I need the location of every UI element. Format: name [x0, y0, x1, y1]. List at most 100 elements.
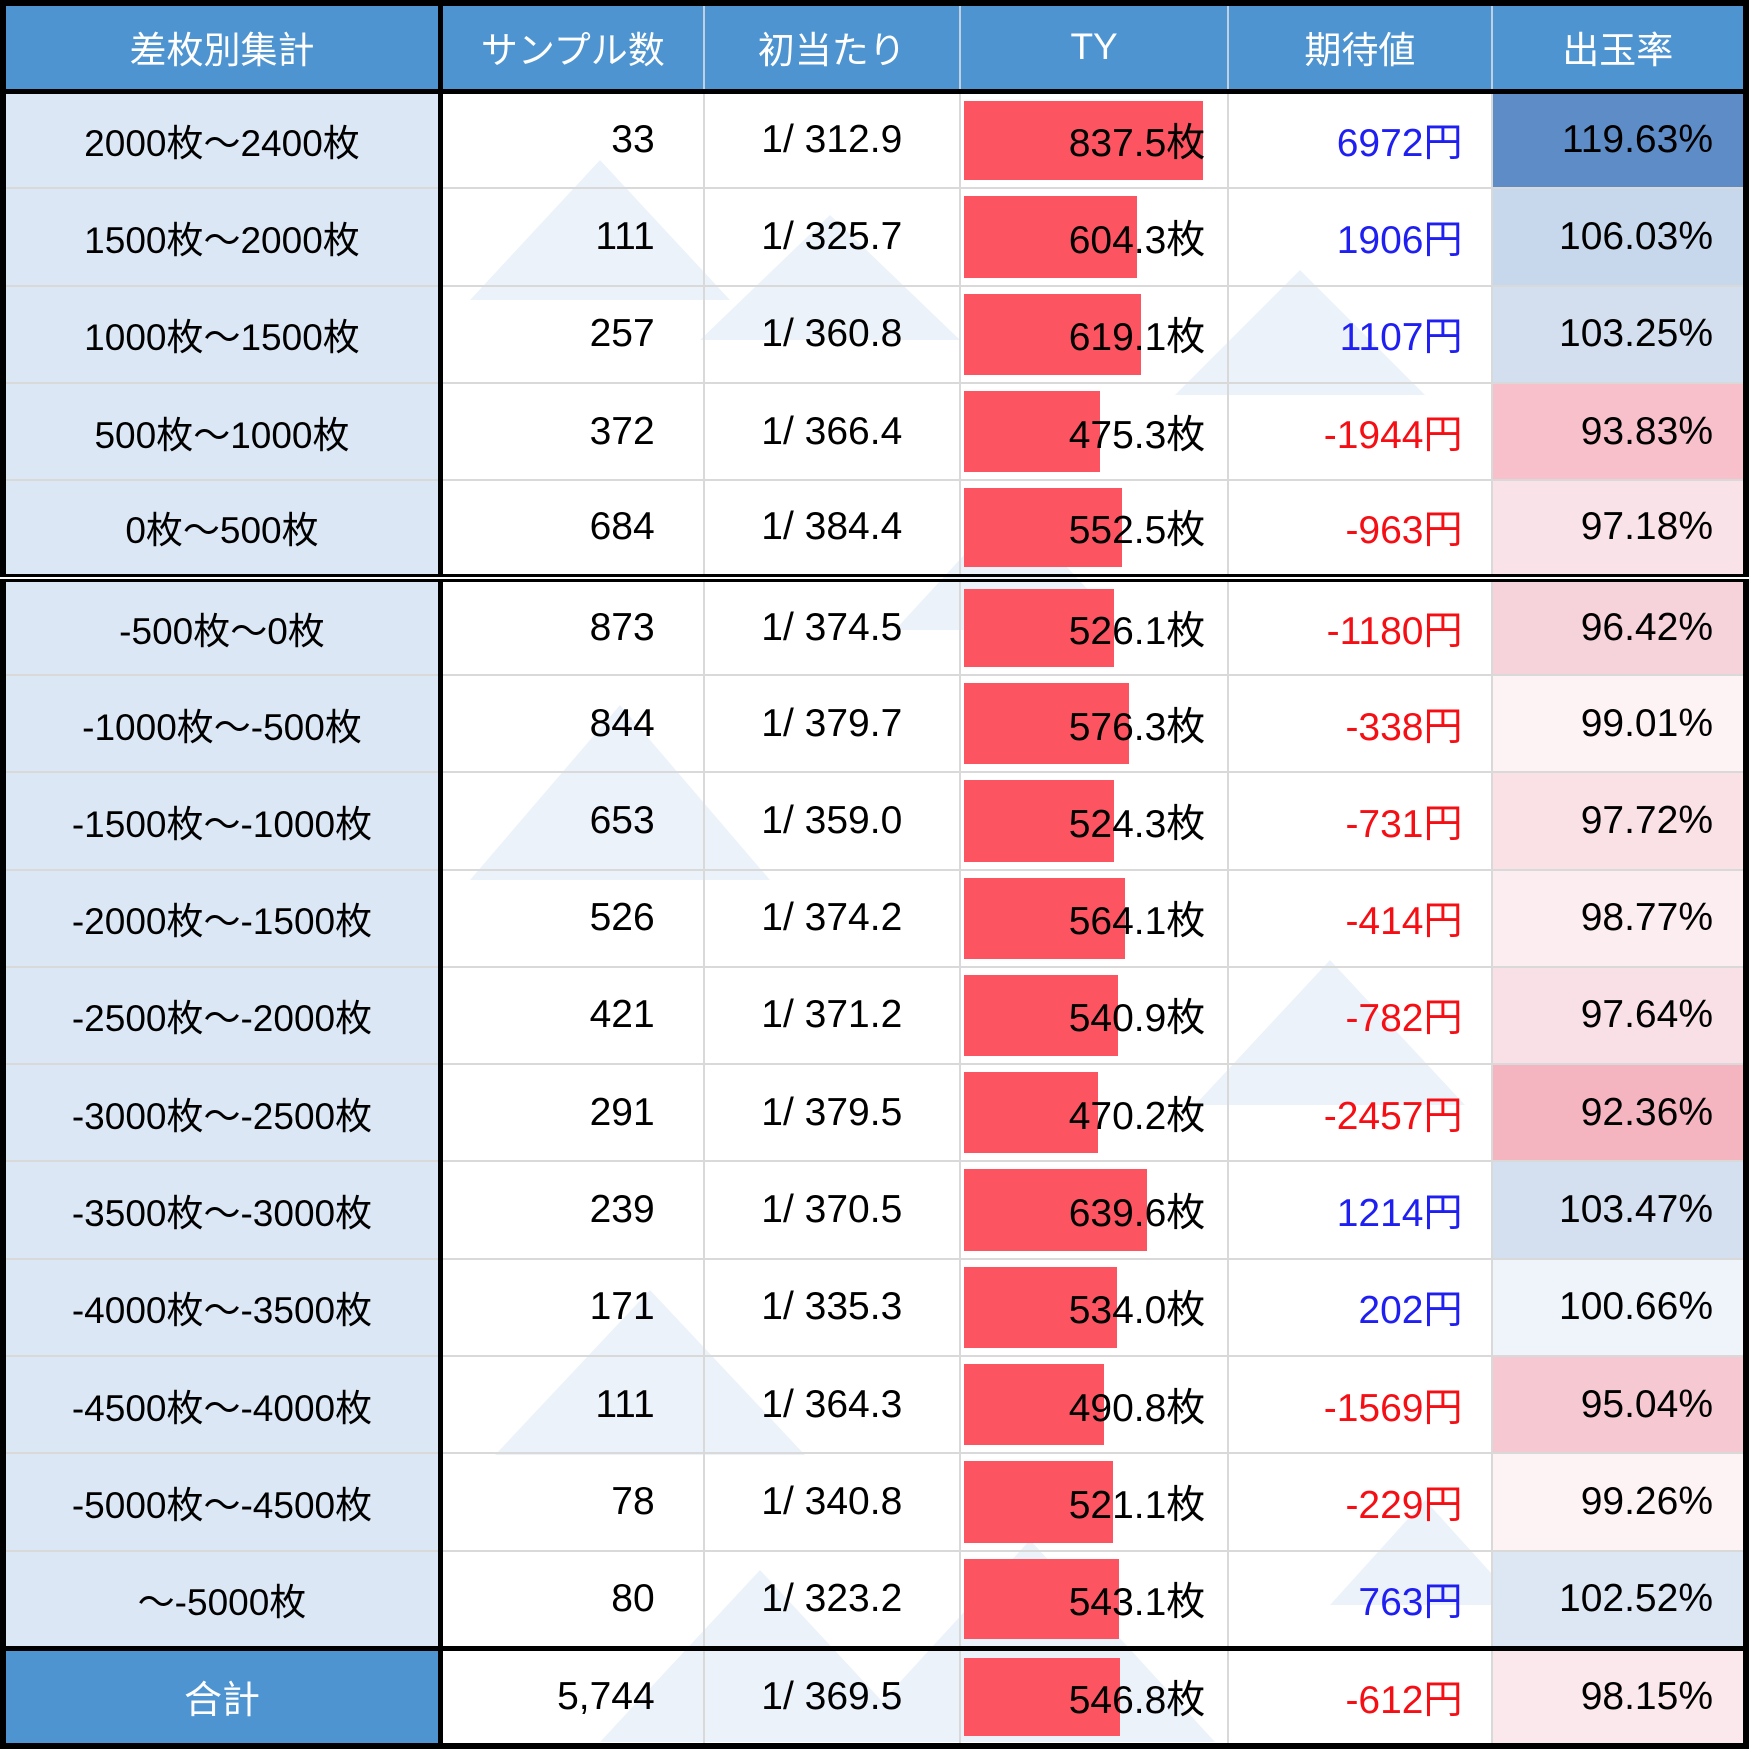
total-payout-rate-cell: 98.15%: [1490, 1645, 1746, 1746]
payout-rate-cell: 99.26%: [1490, 1453, 1746, 1552]
ty-cell: 604.3枚: [958, 188, 1229, 287]
samples-cell: 421: [439, 966, 704, 1066]
range-label-cell: -3500枚〜-3000枚: [3, 1161, 443, 1260]
ty-bar: [963, 390, 1100, 473]
table-row: -1500枚〜-1000枚 653 1/ 359.0 524.3枚 -731円 …: [3, 772, 1746, 871]
ty-value: 470.2枚: [1068, 1094, 1206, 1138]
payout-rate-cell: 100.66%: [1490, 1258, 1746, 1358]
range-label-cell: 〜-5000枚: [3, 1550, 443, 1650]
ty-cell: 526.1枚: [958, 573, 1229, 676]
ty-cell: 837.5枚: [958, 91, 1229, 190]
ty-cell: 564.1枚: [958, 869, 1229, 968]
payout-rate-cell: 103.25%: [1490, 285, 1746, 384]
first-hit-cell: 1/ 374.2: [702, 869, 960, 968]
table-row: 0枚〜500枚 684 1/ 384.4 552.5枚 -963円 97.18%: [3, 480, 1746, 579]
table-row: -3000枚〜-2500枚 291 1/ 379.5 470.2枚 -2457円…: [3, 1064, 1746, 1163]
payout-rate-cell: 102.52%: [1490, 1550, 1746, 1650]
table-body: 2000枚〜2400枚 33 1/ 312.9 837.5枚 6972円 119…: [3, 91, 1746, 1650]
payout-rate-cell: 119.63%: [1490, 91, 1746, 190]
samples-cell: 171: [439, 1258, 704, 1358]
ty-value: 639.6枚: [1068, 1192, 1206, 1236]
ty-cell: 534.0枚: [958, 1258, 1229, 1358]
ty-bar: [963, 1364, 1105, 1446]
samples-cell: 372: [439, 382, 704, 482]
table-row: 2000枚〜2400枚 33 1/ 312.9 837.5枚 6972円 119…: [3, 91, 1746, 190]
payout-rate-cell: 92.36%: [1490, 1064, 1746, 1163]
table-row: -1000枚〜-500枚 844 1/ 379.7 576.3枚 -338円 9…: [3, 674, 1746, 774]
range-label-cell: -5000枚〜-4500枚: [3, 1453, 443, 1552]
first-hit-cell: 1/ 335.3: [702, 1258, 960, 1358]
col-header-diff-range: 差枚別集計: [3, 3, 443, 94]
payout-rate-cell: 96.42%: [1490, 573, 1746, 676]
expected-value-cell: 6972円: [1227, 91, 1492, 190]
col-header-first-hit: 初当たり: [702, 3, 960, 94]
expected-value-cell: -963円: [1227, 480, 1492, 579]
ty-value: 475.3枚: [1068, 413, 1206, 457]
payout-rate-cell: 95.04%: [1490, 1356, 1746, 1455]
table-row: 〜-5000枚 80 1/ 323.2 543.1枚 763円 102.52%: [3, 1550, 1746, 1650]
first-hit-cell: 1/ 374.5: [702, 573, 960, 676]
first-hit-cell: 1/ 340.8: [702, 1453, 960, 1552]
expected-value-cell: -414円: [1227, 869, 1492, 968]
range-label-cell: -2500枚〜-2000枚: [3, 966, 443, 1066]
ty-bar: [963, 100, 1204, 181]
ty-bar: [963, 780, 1114, 862]
expected-value-cell: 1214円: [1227, 1161, 1492, 1260]
expected-value-cell: -782円: [1227, 966, 1492, 1066]
ty-value: 526.1枚: [1068, 609, 1206, 653]
ty-bar: [963, 682, 1129, 765]
ty-cell: 470.2枚: [958, 1064, 1229, 1163]
table-row: -2000枚〜-1500枚 526 1/ 374.2 564.1枚 -414円 …: [3, 869, 1746, 968]
range-label-cell: 500枚〜1000枚: [3, 382, 443, 482]
first-hit-cell: 1/ 323.2: [702, 1550, 960, 1650]
ty-bar: [963, 1461, 1113, 1543]
col-header-ty: TY: [958, 3, 1229, 94]
table-footer: 合計 5,744 1/ 369.5 546.8枚 -612円 98.15%: [3, 1645, 1746, 1746]
payout-rate-cell: 103.47%: [1490, 1161, 1746, 1260]
expected-value-cell: -1569円: [1227, 1356, 1492, 1455]
ty-cell: 619.1枚: [958, 285, 1229, 384]
payout-rate-cell: 97.64%: [1490, 966, 1746, 1066]
samples-cell: 653: [439, 772, 704, 871]
expected-value-cell: -338円: [1227, 674, 1492, 774]
ty-value: 619.1枚: [1068, 316, 1206, 360]
ty-bar: [963, 1266, 1117, 1349]
expected-value-cell: -731円: [1227, 772, 1492, 871]
total-expected-value-cell: -612円: [1227, 1645, 1492, 1746]
samples-cell: 844: [439, 674, 704, 774]
ty-cell: 540.9枚: [958, 966, 1229, 1066]
table-row: -2500枚〜-2000枚 421 1/ 371.2 540.9枚 -782円 …: [3, 966, 1746, 1066]
ty-value: 521.1枚: [1068, 1484, 1206, 1528]
expected-value-cell: 1107円: [1227, 285, 1492, 384]
payout-rate-cell: 106.03%: [1490, 188, 1746, 287]
samples-cell: 111: [439, 188, 704, 287]
samples-cell: 873: [439, 573, 704, 676]
ty-bar: [963, 1558, 1120, 1639]
total-ty-cell: 546.8枚: [958, 1645, 1229, 1746]
range-label-cell: -3000枚〜-2500枚: [3, 1064, 443, 1163]
first-hit-cell: 1/ 366.4: [702, 382, 960, 482]
table-row: -5000枚〜-4500枚 78 1/ 340.8 521.1枚 -229円 9…: [3, 1453, 1746, 1552]
first-hit-cell: 1/ 364.3: [702, 1356, 960, 1455]
total-ty-value: 546.8枚: [1068, 1678, 1206, 1722]
table-row: 1500枚〜2000枚 111 1/ 325.7 604.3枚 1906円 10…: [3, 188, 1746, 287]
first-hit-cell: 1/ 325.7: [702, 188, 960, 287]
ty-cell: 524.3枚: [958, 772, 1229, 871]
table-row: -500枚〜0枚 873 1/ 374.5 526.1枚 -1180円 96.4…: [3, 573, 1746, 676]
range-label-cell: 1500枚〜2000枚: [3, 188, 443, 287]
ty-value: 564.1枚: [1068, 900, 1206, 944]
range-label-cell: -2000枚〜-1500枚: [3, 869, 443, 968]
samples-cell: 291: [439, 1064, 704, 1163]
total-row: 合計 5,744 1/ 369.5 546.8枚 -612円 98.15%: [3, 1645, 1746, 1746]
samples-cell: 33: [439, 91, 704, 190]
ty-bar: [963, 877, 1126, 959]
ty-bar: [963, 293, 1141, 375]
samples-cell: 111: [439, 1356, 704, 1455]
range-label-cell: -4500枚〜-4000枚: [3, 1356, 443, 1455]
expected-value-cell: 1906円: [1227, 188, 1492, 287]
first-hit-cell: 1/ 384.4: [702, 480, 960, 579]
ty-value: 490.8枚: [1068, 1386, 1206, 1430]
samples-cell: 684: [439, 480, 704, 579]
header-row: 差枚別集計 サンプル数 初当たり TY 期待値 出玉率: [3, 3, 1746, 94]
